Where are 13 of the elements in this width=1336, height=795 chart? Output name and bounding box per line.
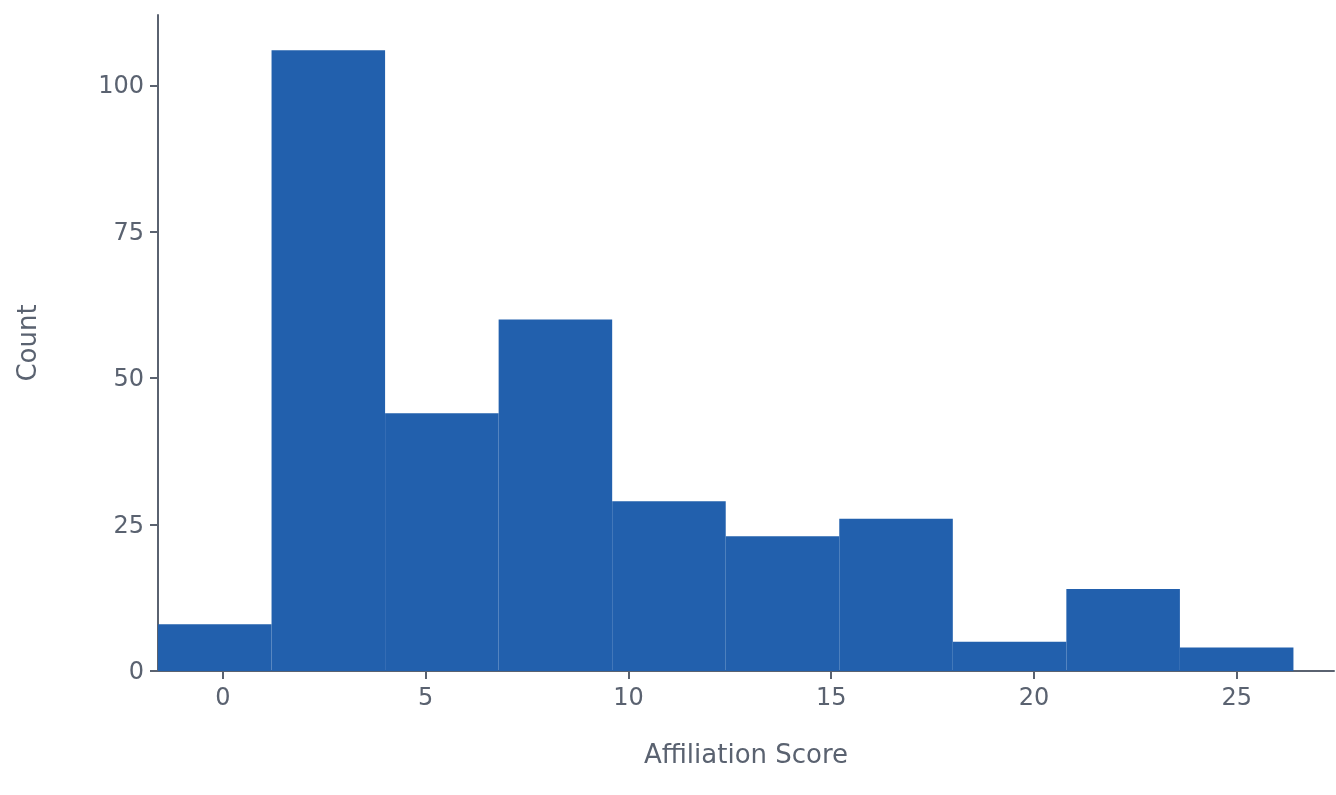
x-tick-label: 10	[613, 683, 644, 711]
y-tick-label: 100	[98, 71, 144, 100]
x-axis-title: Affiliation Score	[643, 739, 849, 769]
x-tick-label: 25	[1221, 683, 1252, 711]
y-axis-title: Count	[12, 304, 42, 382]
y-tick-label: 0	[128, 657, 144, 685]
x-tick-label: 0	[215, 683, 231, 711]
x-tick-label: 20	[1018, 683, 1050, 711]
y-tick-label: 50	[113, 364, 144, 393]
y-tick-label: 25	[113, 510, 144, 539]
x-tick-label: 5	[418, 683, 434, 711]
y-tick-label: 75	[113, 217, 144, 246]
x-tick-label: 15	[815, 683, 847, 711]
